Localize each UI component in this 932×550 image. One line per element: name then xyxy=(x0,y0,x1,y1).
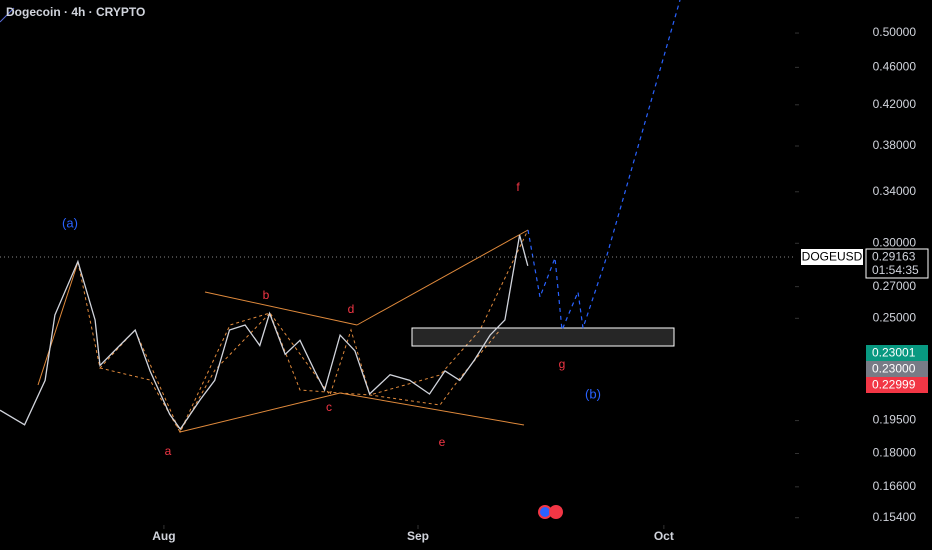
bid-price: 0.22999 xyxy=(872,378,916,392)
wave-lines xyxy=(37,229,529,433)
y-tick-label: 0.46000 xyxy=(873,60,917,74)
y-tick-label: 0.50000 xyxy=(873,25,917,39)
wave-label: (a) xyxy=(62,215,78,230)
price-line xyxy=(0,234,529,431)
y-tick-label: 0.19500 xyxy=(873,413,917,427)
wave-label: a xyxy=(165,444,172,458)
chart-title: Dogecoin · 4h · CRYPTO xyxy=(6,5,145,19)
symbol-label: DOGEUSD xyxy=(802,250,863,264)
last-price-tag xyxy=(865,248,929,279)
bid-tag xyxy=(866,377,928,393)
last-price: 0.29163 xyxy=(872,250,916,264)
x-tick-label: Oct xyxy=(654,529,674,543)
projection xyxy=(527,0,681,331)
ask-price: 0.23001 xyxy=(872,346,916,360)
y-tick-label: 0.34000 xyxy=(873,184,917,198)
x-tick-label: Sep xyxy=(407,529,429,543)
mid-tag xyxy=(866,361,928,377)
price-tags: DOGEUSD 0.29163 01:54:35 0.23001 0.23000… xyxy=(801,248,929,393)
wave-label: d xyxy=(348,302,355,316)
symbol-tag xyxy=(801,249,863,265)
wave-label: f xyxy=(516,180,520,194)
y-tick-label: 0.42000 xyxy=(873,97,917,111)
y-tick-label: 0.30000 xyxy=(873,235,917,249)
y-tick-label: 0.18000 xyxy=(873,446,917,460)
ask-tag xyxy=(866,345,928,361)
y-tick-label: 0.16600 xyxy=(873,479,917,493)
wave-label: c xyxy=(326,400,332,414)
wave-label: (b) xyxy=(585,386,601,401)
wave-label: g xyxy=(559,357,566,371)
trend-line xyxy=(0,7,15,23)
wave-label: b xyxy=(263,288,270,302)
event-icon[interactable] xyxy=(549,505,563,519)
y-tick-label: 0.38000 xyxy=(873,138,917,152)
drawings xyxy=(0,0,795,519)
y-tick-label: 0.27000 xyxy=(873,279,917,293)
mid-price: 0.23000 xyxy=(872,362,916,376)
y-tick-label: 0.25000 xyxy=(873,310,917,324)
zone-box xyxy=(411,327,675,347)
y-tick-label: 0.15400 xyxy=(873,510,917,524)
x-tick-label: Aug xyxy=(152,529,175,543)
countdown: 01:54:35 xyxy=(872,263,919,277)
wave-label: e xyxy=(439,435,446,449)
